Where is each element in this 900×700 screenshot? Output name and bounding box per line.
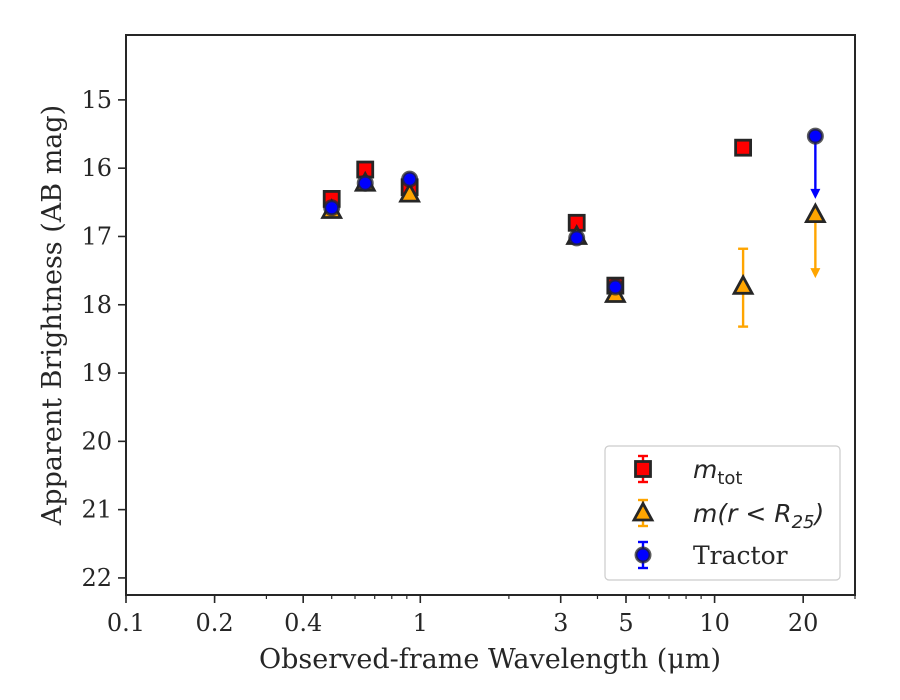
triangle-series-point [731, 247, 755, 328]
square-series-point [734, 138, 753, 157]
y-tick-label: 21 [81, 496, 112, 524]
legend-box [604, 445, 841, 581]
legend-entry: Tractor [634, 540, 788, 570]
square-marker [734, 138, 753, 157]
circle-series-point [568, 229, 586, 247]
legend-label: mtot [693, 455, 743, 489]
circle-marker [606, 278, 624, 296]
x-tick-label: 10 [699, 609, 730, 637]
circle-marker [806, 127, 824, 145]
x-tick-label: 1 [413, 609, 428, 637]
triangle-marker [804, 202, 827, 224]
axis-ticks: 0.1 0.2 0.4 1 3 5 10 20 15 16 17 18 19 20 21 22 [81, 86, 856, 637]
x-tick-label: 0.1 [107, 609, 145, 637]
circle-series-point [401, 170, 419, 188]
circle-series-point [356, 174, 374, 192]
circle-series-point [606, 278, 624, 296]
circle-marker [568, 229, 586, 247]
legend-label: m(r < R25) [693, 499, 824, 533]
upper-limit-arrow [810, 268, 821, 279]
y-tick-label: 20 [81, 427, 112, 455]
circle-series-point [806, 127, 824, 199]
x-tick-label: 20 [788, 609, 819, 637]
circle-marker [356, 174, 374, 192]
y-tick-label: 15 [81, 86, 112, 114]
y-tick-label: 19 [81, 359, 112, 387]
triangle-series-point [804, 202, 827, 279]
x-tick-label: 3 [553, 609, 568, 637]
legend-triangle-marker [631, 500, 655, 522]
legend-entry: mtot [634, 454, 743, 489]
y-tick-label: 17 [81, 222, 112, 250]
circle-marker [323, 199, 341, 217]
upper-limit-arrow [810, 188, 821, 199]
y-tick-label: 22 [81, 564, 112, 592]
legend: mtot m(r < R25) Tractor [604, 445, 841, 581]
y-tick-label: 18 [81, 291, 112, 319]
y-axis-label: Apparent Brightness (AB mag) [37, 105, 68, 526]
x-tick-label: 0.2 [196, 609, 234, 637]
legend-entry: m(r < R25) [631, 498, 824, 533]
y-tick-label: 16 [81, 154, 112, 182]
triangle-marker [398, 181, 421, 203]
legend-circle-marker [634, 546, 652, 564]
x-tick-label: 0.4 [284, 609, 322, 637]
circle-marker [401, 170, 419, 188]
legend-label: Tractor [693, 541, 788, 570]
triangle-series-point [398, 181, 421, 203]
circle-series-point [323, 199, 341, 217]
triangle-marker [731, 273, 755, 295]
x-axis-label: Observed-frame Wavelength (μm) [259, 644, 721, 675]
legend-square-marker [634, 460, 652, 478]
x-tick-label: 5 [618, 609, 633, 637]
